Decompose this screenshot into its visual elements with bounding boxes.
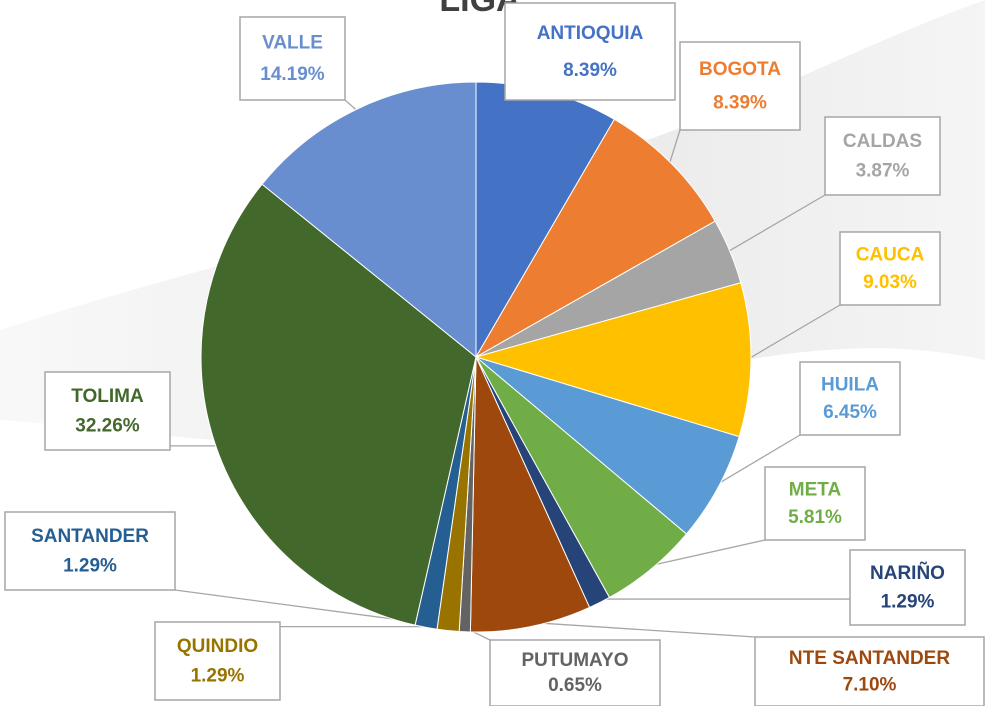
category-label: ANTIOQUIA xyxy=(537,23,644,44)
label-box xyxy=(239,16,346,101)
leader-line xyxy=(713,434,801,487)
value-label: 9.03% xyxy=(863,272,917,293)
category-label: QUINDIO xyxy=(177,636,258,657)
category-label: NARIÑO xyxy=(870,562,945,584)
category-label: TOLIMA xyxy=(71,386,144,407)
value-label: 0.65% xyxy=(548,675,602,696)
chart-title: LIGA xyxy=(439,0,520,19)
value-label: 3.87% xyxy=(856,161,910,182)
value-label: 7.10% xyxy=(843,674,897,695)
label-box xyxy=(154,621,281,701)
category-label: CALDAS xyxy=(843,131,922,152)
label-box xyxy=(764,466,866,541)
category-label: PUTUMAYO xyxy=(522,650,629,671)
slices xyxy=(200,81,752,633)
category-label: CAUCA xyxy=(856,244,925,265)
value-label: 8.39% xyxy=(713,93,767,114)
slice xyxy=(200,183,477,626)
label-box xyxy=(754,636,985,706)
leader-line xyxy=(530,621,756,638)
value-label: 5.81% xyxy=(788,507,842,528)
label-box xyxy=(849,549,966,626)
slice xyxy=(261,81,477,359)
label-box xyxy=(504,2,676,101)
leader-line xyxy=(668,129,681,167)
label-box xyxy=(679,41,801,131)
slice xyxy=(474,118,716,359)
value-label: 32.26% xyxy=(75,416,140,437)
value-label: 1.29% xyxy=(63,556,117,577)
category-label: VALLE xyxy=(262,33,323,54)
value-label: 6.45% xyxy=(823,402,877,423)
slice xyxy=(469,356,591,633)
category-label: NTE SANTANDER xyxy=(789,648,950,669)
labels: ANTIOQUIA 8.39% BOGOTA 8.39% CALDAS 3.87% CAUC… xyxy=(4,2,985,706)
value-label: 1.29% xyxy=(881,592,935,613)
leader-line xyxy=(725,194,826,254)
leader-line xyxy=(746,304,841,361)
category-label: HUILA xyxy=(821,374,879,395)
category-label: BOGOTA xyxy=(699,59,781,80)
value-label: 1.29% xyxy=(191,666,245,687)
label-box xyxy=(799,361,901,436)
slice xyxy=(475,356,740,535)
label-box xyxy=(4,511,176,591)
label-box xyxy=(839,231,941,306)
leader-line xyxy=(648,539,766,567)
label-box xyxy=(824,116,941,196)
leader-line xyxy=(174,589,427,625)
category-label: SANTANDER xyxy=(31,526,149,547)
category-label: META xyxy=(789,479,842,500)
value-label: 14.19% xyxy=(260,64,325,85)
value-label: 8.39% xyxy=(563,60,617,81)
slice xyxy=(474,282,752,438)
label-box xyxy=(44,371,171,451)
label-box xyxy=(489,639,661,706)
